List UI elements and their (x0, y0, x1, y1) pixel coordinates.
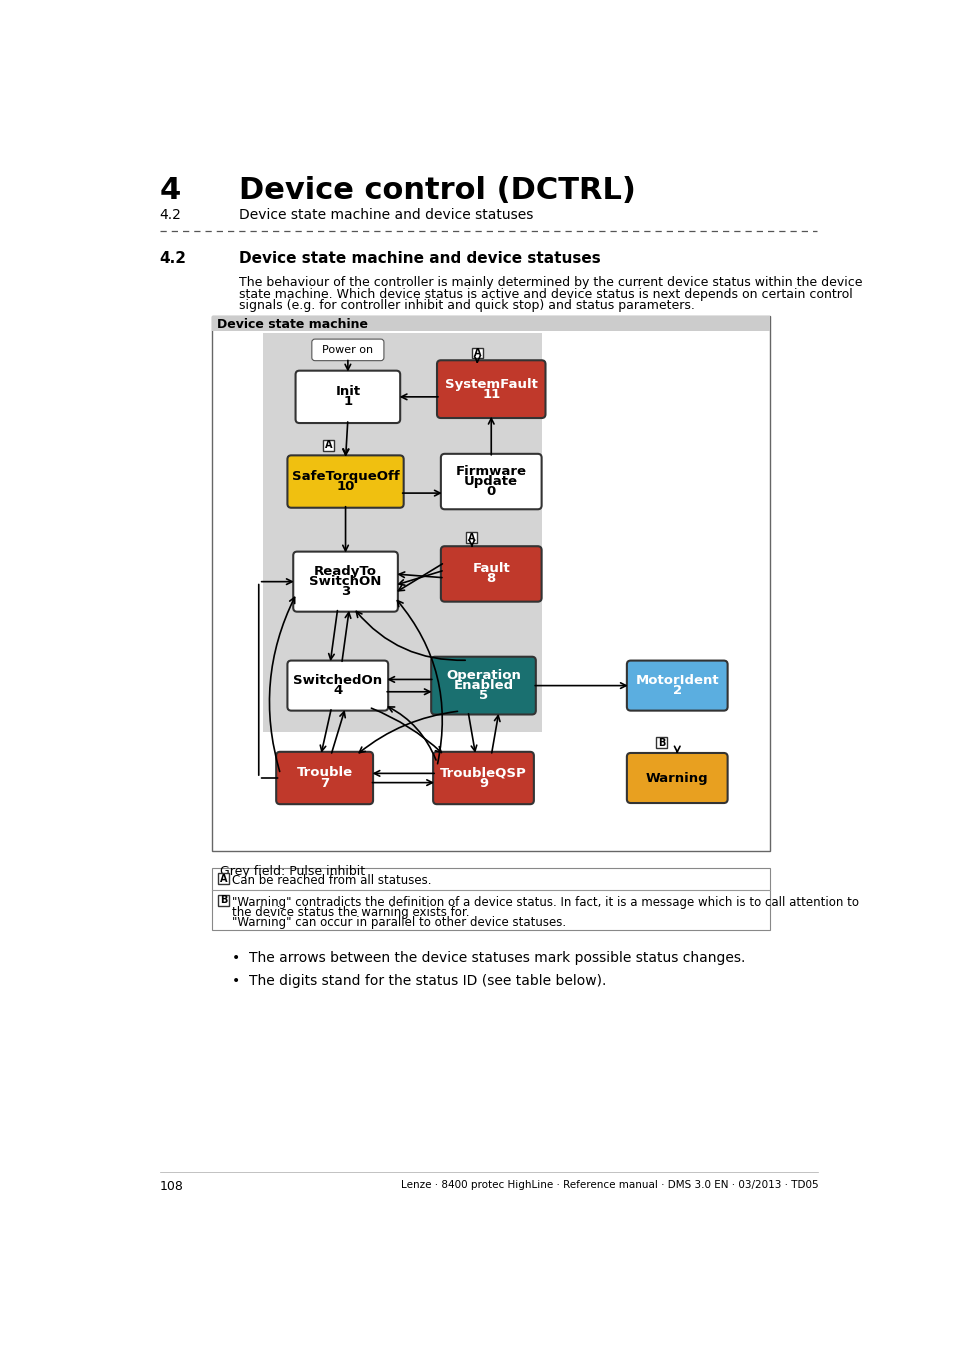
Bar (323, 440, 334, 451)
Text: 10: 10 (336, 481, 355, 493)
Text: Device control (DCTRL): Device control (DCTRL) (239, 176, 636, 205)
FancyBboxPatch shape (293, 552, 397, 612)
Text: Fault: Fault (472, 563, 510, 575)
Text: Device state machine: Device state machine (216, 319, 368, 331)
Bar (218, 895, 229, 906)
Text: state machine. Which device status is active and device status is next depends o: state machine. Which device status is ac… (239, 288, 852, 301)
FancyBboxPatch shape (433, 752, 534, 805)
Text: 8: 8 (486, 572, 496, 586)
Text: Firmware: Firmware (456, 464, 526, 478)
Text: 9: 9 (478, 776, 488, 790)
Text: Can be reached from all statuses.: Can be reached from all statuses. (233, 875, 432, 887)
Text: 2: 2 (672, 684, 681, 697)
FancyBboxPatch shape (626, 660, 727, 710)
Text: Trouble: Trouble (296, 767, 353, 779)
FancyBboxPatch shape (312, 339, 383, 360)
Text: signals (e.g. for controller inhibit and quick stop) and status parameters.: signals (e.g. for controller inhibit and… (239, 300, 695, 312)
FancyBboxPatch shape (626, 753, 727, 803)
Text: the device status the warning exists for.: the device status the warning exists for… (233, 906, 470, 919)
Bar (218, 873, 229, 884)
Text: Device state machine and device statuses: Device state machine and device statuses (239, 208, 533, 223)
FancyBboxPatch shape (276, 752, 373, 805)
Text: SwitchedOn: SwitchedOn (293, 674, 382, 687)
FancyBboxPatch shape (295, 371, 399, 423)
Text: A: A (220, 873, 228, 884)
Text: Power on: Power on (322, 344, 373, 355)
Text: A: A (468, 533, 476, 543)
Text: Enabled: Enabled (453, 679, 513, 693)
Text: SystemFault: SystemFault (444, 378, 537, 390)
Bar (656, 737, 666, 748)
FancyBboxPatch shape (436, 360, 545, 418)
Bar (262, 333, 541, 732)
Text: A: A (473, 348, 480, 358)
Text: 5: 5 (478, 688, 488, 702)
Bar (472, 347, 482, 358)
Text: 4: 4 (333, 684, 342, 697)
Text: SwitchON: SwitchON (309, 575, 381, 589)
Bar (212, 316, 769, 850)
Text: "Warning" contradicts the definition of a device status. In fact, it is a messag: "Warning" contradicts the definition of … (233, 896, 859, 909)
FancyBboxPatch shape (440, 547, 541, 602)
Bar (212, 868, 769, 930)
Bar (212, 316, 769, 331)
Text: 108: 108 (159, 1180, 183, 1193)
Text: B: B (220, 895, 228, 906)
Text: SafeTorqueOff: SafeTorqueOff (292, 470, 399, 483)
Text: B: B (658, 737, 665, 748)
Text: A: A (324, 440, 332, 451)
FancyBboxPatch shape (287, 455, 403, 508)
Text: 1: 1 (343, 396, 352, 408)
Text: 11: 11 (481, 387, 500, 401)
Text: 3: 3 (340, 585, 350, 598)
Text: 0: 0 (486, 485, 496, 498)
Text: 7: 7 (319, 776, 329, 790)
FancyBboxPatch shape (440, 454, 541, 509)
FancyBboxPatch shape (287, 660, 388, 710)
Text: Lenze · 8400 protec HighLine · Reference manual · DMS 3.0 EN · 03/2013 · TD05: Lenze · 8400 protec HighLine · Reference… (400, 1180, 818, 1189)
Bar (466, 532, 476, 543)
Text: Operation: Operation (446, 670, 520, 682)
Text: Init: Init (335, 385, 360, 398)
Text: •  The arrows between the device statuses mark possible status changes.: • The arrows between the device statuses… (232, 952, 744, 965)
Text: MotorIdent: MotorIdent (635, 674, 719, 687)
Text: TroubleQSP: TroubleQSP (439, 767, 526, 779)
Text: 4.2: 4.2 (159, 208, 181, 223)
Text: The behaviour of the controller is mainly determined by the current device statu: The behaviour of the controller is mainl… (239, 275, 862, 289)
Text: Device state machine and device statuses: Device state machine and device statuses (239, 251, 600, 266)
Text: 4: 4 (159, 176, 181, 205)
Text: ReadyTo: ReadyTo (314, 566, 376, 578)
Text: "Warning" can occur in parallel to other device statuses.: "Warning" can occur in parallel to other… (233, 915, 566, 929)
Text: 4.2: 4.2 (159, 251, 187, 266)
Text: Grey field: Pulse inhibit: Grey field: Pulse inhibit (220, 865, 365, 878)
Text: Update: Update (464, 475, 517, 489)
FancyBboxPatch shape (431, 656, 536, 714)
Text: •  The digits stand for the status ID (see table below).: • The digits stand for the status ID (se… (232, 975, 605, 988)
Text: Warning: Warning (645, 771, 708, 784)
